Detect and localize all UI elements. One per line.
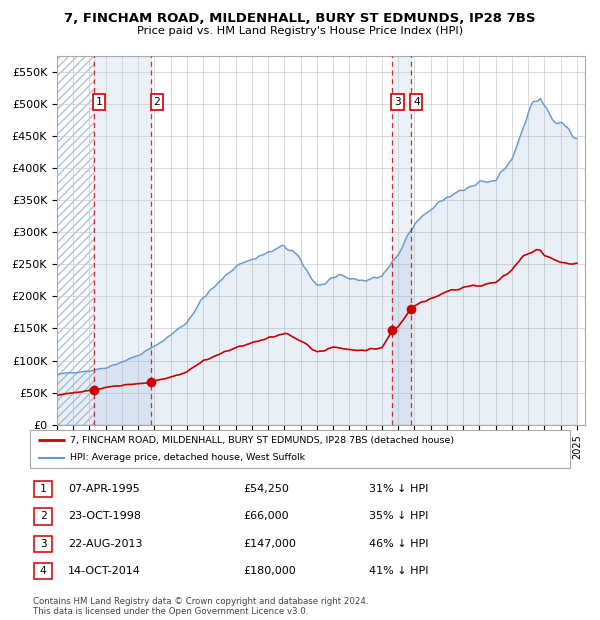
Text: 4: 4: [413, 97, 420, 107]
Bar: [392, 56, 411, 425]
Text: 35% ↓ HPI: 35% ↓ HPI: [369, 512, 428, 521]
Text: £66,000: £66,000: [243, 512, 289, 521]
Text: 4: 4: [40, 566, 47, 576]
Text: £147,000: £147,000: [243, 539, 296, 549]
Text: HPI: Average price, detached house, West Suffolk: HPI: Average price, detached house, West…: [71, 453, 305, 463]
Text: 2: 2: [154, 97, 160, 107]
Text: 3: 3: [40, 539, 47, 549]
Text: 7, FINCHAM ROAD, MILDENHALL, BURY ST EDMUNDS, IP28 7BS: 7, FINCHAM ROAD, MILDENHALL, BURY ST EDM…: [64, 12, 536, 25]
Text: 14-OCT-2014: 14-OCT-2014: [68, 566, 140, 576]
Text: 7, FINCHAM ROAD, MILDENHALL, BURY ST EDMUNDS, IP28 7BS (detached house): 7, FINCHAM ROAD, MILDENHALL, BURY ST EDM…: [71, 435, 455, 445]
Text: 22-AUG-2013: 22-AUG-2013: [68, 539, 142, 549]
Text: 3: 3: [394, 97, 401, 107]
Text: 23-OCT-1998: 23-OCT-1998: [68, 512, 141, 521]
Text: £180,000: £180,000: [243, 566, 296, 576]
Text: £54,250: £54,250: [243, 484, 289, 494]
Text: 31% ↓ HPI: 31% ↓ HPI: [369, 484, 428, 494]
Text: 1: 1: [40, 484, 47, 494]
FancyBboxPatch shape: [30, 430, 570, 468]
Text: Contains HM Land Registry data © Crown copyright and database right 2024.: Contains HM Land Registry data © Crown c…: [33, 597, 368, 606]
Bar: [94, 56, 151, 425]
Text: 2: 2: [40, 512, 47, 521]
Text: 46% ↓ HPI: 46% ↓ HPI: [369, 539, 428, 549]
Text: This data is licensed under the Open Government Licence v3.0.: This data is licensed under the Open Gov…: [33, 607, 308, 616]
Text: 41% ↓ HPI: 41% ↓ HPI: [369, 566, 428, 576]
Text: Price paid vs. HM Land Registry's House Price Index (HPI): Price paid vs. HM Land Registry's House …: [137, 26, 463, 36]
Text: 1: 1: [96, 97, 103, 107]
Text: 07-APR-1995: 07-APR-1995: [68, 484, 140, 494]
